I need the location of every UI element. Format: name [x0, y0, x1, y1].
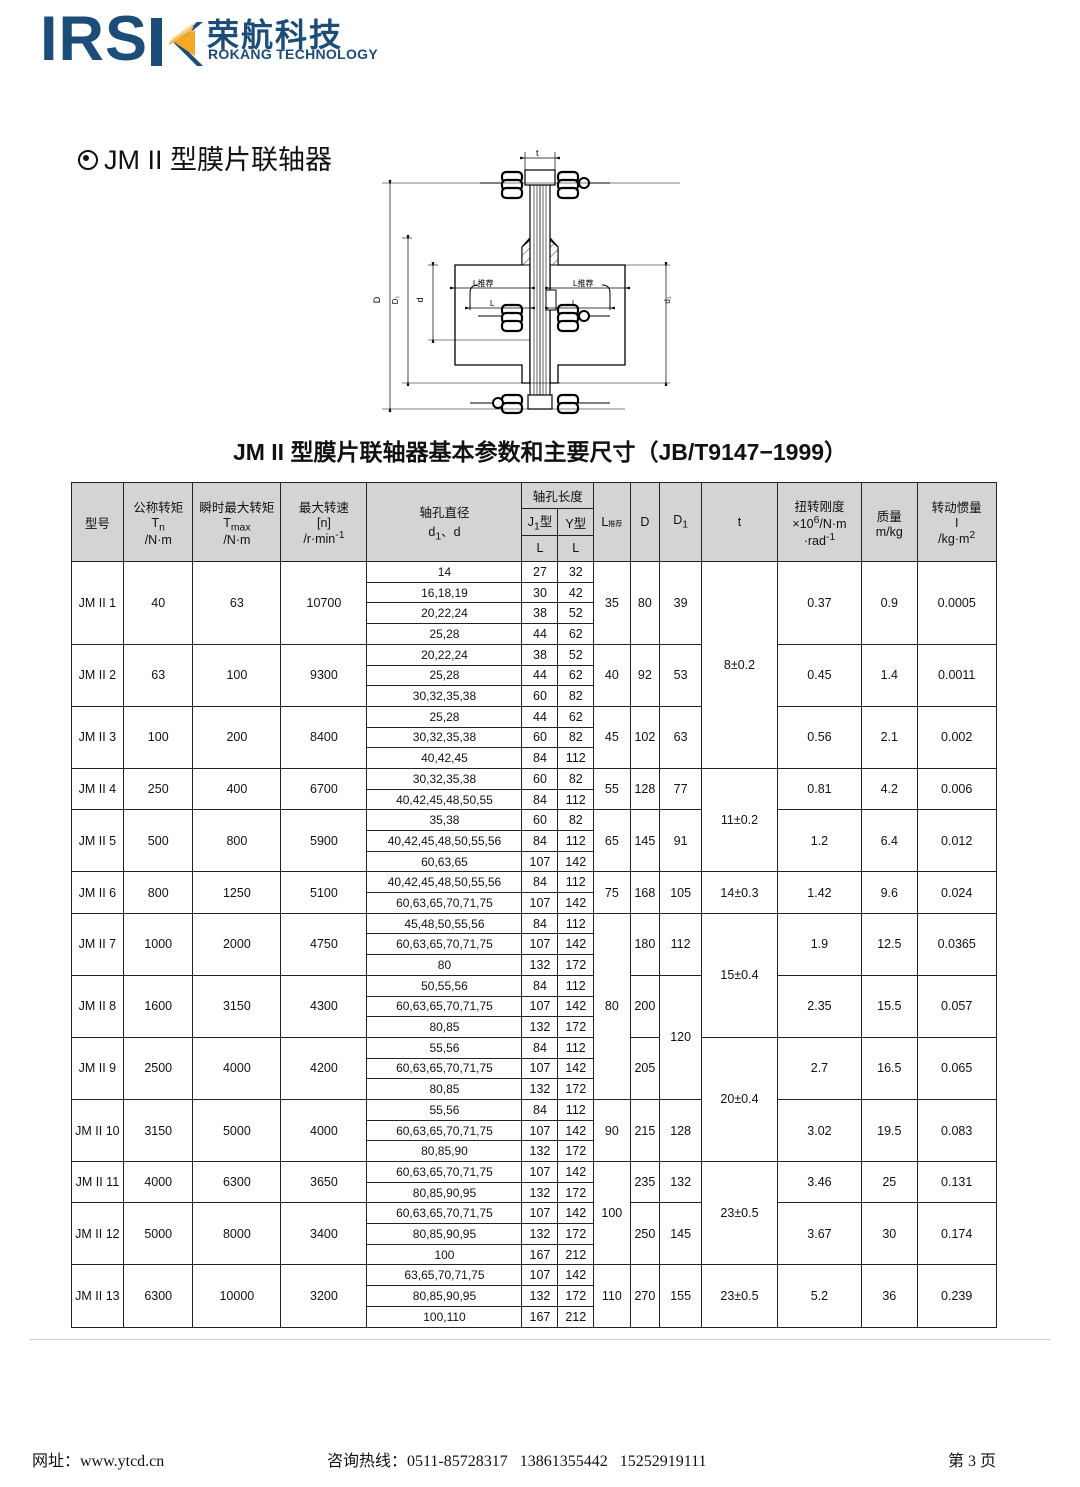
svg-text:L推荐: L推荐 — [573, 278, 593, 288]
svg-text:L: L — [490, 299, 495, 308]
svg-text:d₁: d₁ — [663, 296, 672, 303]
svg-text:d: d — [415, 297, 425, 302]
svg-text:L: L — [572, 299, 577, 308]
svg-text:D₁: D₁ — [391, 295, 400, 304]
svg-text:D: D — [372, 296, 382, 303]
svg-text:L推荐: L推荐 — [473, 278, 493, 288]
